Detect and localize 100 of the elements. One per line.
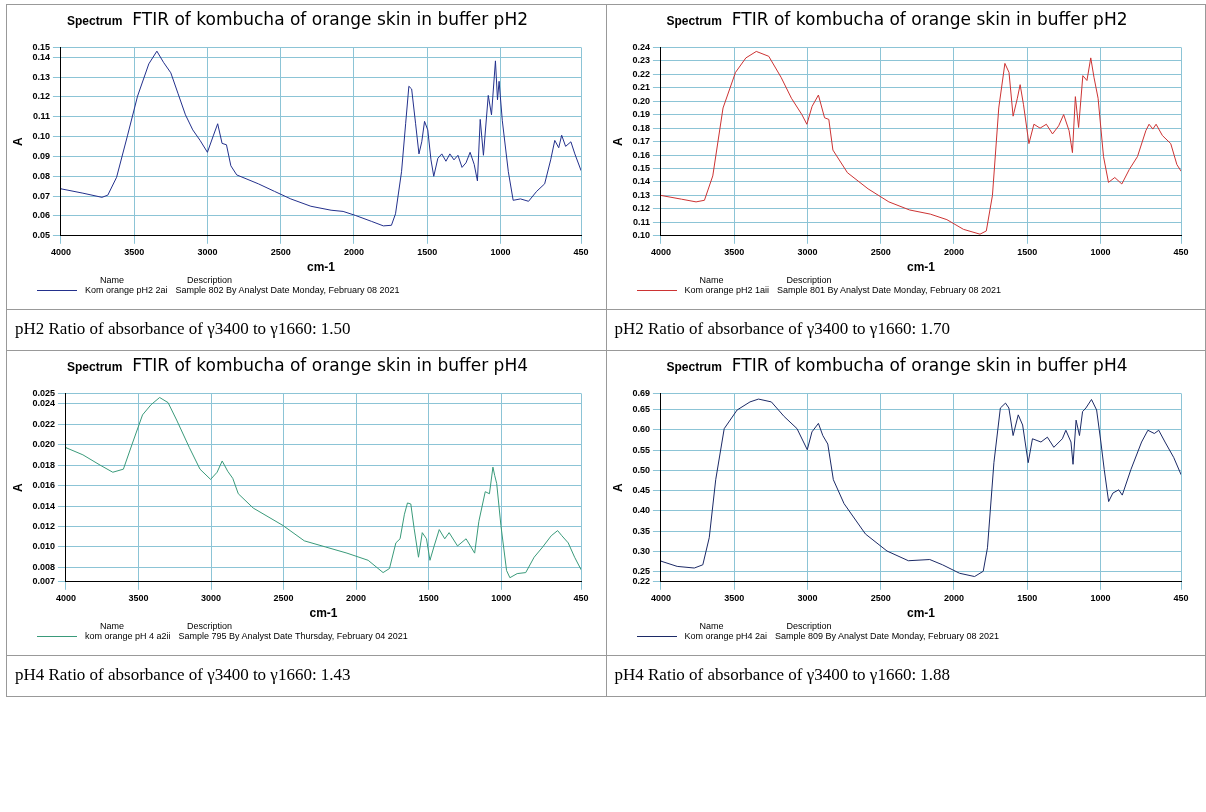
x-tick-label: 3000 — [201, 592, 222, 603]
y-tick-label: 0.15 — [631, 163, 650, 173]
x-tick-label: 3500 — [124, 246, 145, 257]
text: pH2 Ratio of absorbance of γ3400 to γ1660: 1.50 — [6, 309, 606, 351]
y-tick-label: 0.24 — [631, 41, 650, 52]
y-tick-label: 0.020 — [32, 439, 55, 450]
y-tick-label: 0.018 — [32, 459, 55, 470]
text: pH4 Ratio of absorbance of γ3400 to γ1660: 1.43 — [6, 655, 606, 697]
y-tick-label: 0.17 — [631, 136, 650, 147]
y-tick-label: 0.05 — [32, 230, 50, 241]
legend-label: Kom orange pH4 2ai — [684, 631, 768, 641]
x-tick-label: 450 — [1172, 246, 1189, 257]
text: pH4 Ratio of absorbance of γ3400 to γ1660: 1.88 — [606, 655, 1206, 697]
y-tick-label: 0.19 — [631, 109, 650, 120]
text: Spectrum — [67, 360, 123, 374]
x-tick-label: 1500 — [1016, 246, 1037, 257]
x-tick-label: 3000 — [796, 246, 817, 257]
y-tick-label: 0.60 — [631, 424, 650, 435]
y-axis-title: A — [610, 136, 625, 146]
x-tick-label: 2500 — [270, 246, 291, 257]
y-tick-label: 0.13 — [32, 71, 50, 82]
y-tick-label: 0.20 — [631, 95, 650, 106]
y-axis-title: A — [610, 482, 625, 492]
x-tick-label: 4000 — [650, 592, 671, 603]
y-tick-label: 0.14 — [32, 51, 50, 62]
y-tick-label: 0.012 — [32, 520, 55, 531]
text: pH2 Ratio of absorbance of γ3400 to γ1660: 1.70 — [606, 309, 1206, 351]
x-tick-label: 450 — [573, 592, 589, 603]
text: Name — [99, 275, 125, 285]
y-tick-label: 0.35 — [631, 525, 650, 536]
text: Sample 795 By Analyst Date Thursday, February 04 2021 — [178, 631, 408, 641]
y-tick-label: 0.22 — [631, 68, 650, 79]
y-tick-label: 0.025 — [32, 387, 55, 398]
y-tick-label: 0.22 — [631, 576, 650, 587]
text: Name — [698, 275, 725, 285]
y-tick-label: 0.016 — [32, 480, 55, 491]
x-axis-title: cm-1 — [309, 606, 338, 621]
y-tick-label: 0.008 — [32, 561, 55, 572]
y-tick-label: 0.25 — [631, 566, 650, 577]
x-tick-label: 1500 — [1016, 592, 1037, 603]
x-tick-label: 2500 — [273, 592, 294, 603]
text: Description — [187, 621, 233, 631]
y-tick-label: 0.022 — [32, 418, 55, 429]
y-tick-label: 0.14 — [631, 176, 650, 187]
y-axis-title: A — [10, 482, 25, 492]
chart-title: FTIR of kombucha of orange skin in buffer pH4 — [132, 355, 528, 375]
y-tick-label: 0.21 — [631, 82, 650, 93]
y-tick-label: 0.010 — [32, 541, 55, 552]
chart-title: FTIR of kombucha of orange skin in buffer pH4 — [731, 355, 1128, 375]
x-tick-label: 1500 — [417, 246, 438, 257]
x-tick-label: 2000 — [943, 592, 964, 603]
x-axis-title: cm-1 — [906, 260, 935, 275]
x-tick-label: 3500 — [723, 246, 744, 257]
x-tick-label: 1000 — [1089, 246, 1110, 257]
x-tick-label: 4000 — [55, 592, 76, 603]
text: Spectrum — [666, 360, 722, 374]
x-tick-label: 1000 — [490, 246, 511, 257]
x-tick-label: 3500 — [128, 592, 149, 603]
x-tick-label: 1000 — [491, 592, 512, 603]
x-tick-label: 2500 — [870, 592, 891, 603]
y-tick-label: 0.11 — [32, 111, 50, 122]
y-tick-label: 0.45 — [631, 485, 650, 496]
y-tick-label: 0.13 — [631, 189, 650, 200]
y-tick-label: 0.07 — [32, 190, 50, 201]
y-tick-label: 0.12 — [32, 91, 50, 102]
y-axis-title: A — [10, 136, 25, 146]
y-tick-label: 0.08 — [32, 170, 50, 181]
y-tick-label: 0.65 — [631, 404, 650, 415]
text: Name — [99, 621, 125, 631]
text: Spectrum — [666, 14, 722, 28]
x-tick-label: 3000 — [796, 592, 817, 603]
x-tick-label: 2000 — [346, 592, 367, 603]
x-tick-label: 450 — [1172, 592, 1189, 603]
text: Name — [698, 621, 725, 631]
y-tick-label: 0.06 — [32, 210, 50, 221]
x-tick-label: 1500 — [418, 592, 439, 603]
text: Sample 802 By Analyst Date Monday, February 08 2021 — [175, 285, 400, 295]
y-tick-label: 0.18 — [631, 122, 650, 133]
x-tick-label: 4000 — [50, 246, 71, 257]
y-tick-label: 0.10 — [32, 131, 50, 142]
text: Description — [187, 275, 233, 285]
x-tick-label: 4000 — [650, 246, 671, 257]
y-tick-label: 0.15 — [32, 41, 50, 52]
legend-label: Kom orange pH2 2ai — [85, 285, 168, 295]
text: Sample 801 By Analyst Date Monday, February 08 2021 — [777, 285, 1002, 295]
y-tick-label: 0.40 — [631, 505, 650, 516]
chart-title: FTIR of kombucha of orange skin in buffer pH2 — [132, 9, 528, 29]
y-tick-label: 0.55 — [631, 444, 650, 455]
x-tick-label: 2000 — [943, 246, 964, 257]
y-tick-label: 0.10 — [631, 230, 650, 241]
y-tick-label: 0.014 — [32, 500, 55, 511]
x-axis-title: cm-1 — [306, 260, 336, 275]
x-tick-label: 3500 — [723, 592, 744, 603]
text: Sample 809 By Analyst Date Monday, February 08 2021 — [775, 631, 1000, 641]
y-tick-label: 0.007 — [32, 576, 55, 587]
x-tick-label: 2500 — [870, 246, 891, 257]
y-tick-label: 0.11 — [632, 216, 650, 227]
text: Spectrum — [67, 14, 123, 28]
y-tick-label: 0.50 — [631, 464, 650, 475]
x-tick-label: 3000 — [197, 246, 218, 257]
